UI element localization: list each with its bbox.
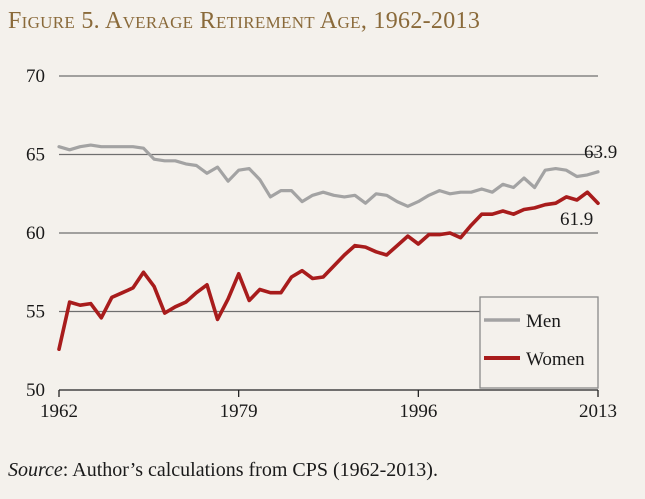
- y-tick-label-50: 50: [26, 380, 45, 401]
- y-tick-label-60: 60: [26, 223, 45, 244]
- chart-title: Figure 5. Average Retirement Age, 1962-2…: [8, 8, 481, 34]
- legend-box: [479, 296, 599, 389]
- x-tick-label-1979: 1979: [220, 401, 258, 422]
- y-tick-label-55: 55: [26, 302, 45, 323]
- legend-label-men: Men: [526, 311, 561, 332]
- series-lines: [57, 143, 600, 352]
- y-tick-label-70: 70: [26, 66, 45, 87]
- y-tick-label-65: 65: [26, 145, 45, 166]
- legend-label-women: Women: [526, 349, 585, 370]
- series-line-men: [57, 143, 600, 208]
- source-text: : Author’s calculations from CPS (1962-2…: [62, 459, 438, 481]
- x-tick-label-1996: 1996: [399, 401, 437, 422]
- series-line-women: [57, 190, 600, 352]
- x-tick-label-1962: 1962: [40, 401, 78, 422]
- y-axis-tick-labels: 50 55 60 65 70: [26, 66, 45, 401]
- source-label: Source: [8, 459, 63, 481]
- x-tick-label-2013: 2013: [579, 401, 617, 422]
- legend: Men Women: [479, 296, 599, 389]
- source-note: Source: Author’s calculations from CPS (…: [8, 459, 438, 482]
- end-labels: 63.9 61.9: [560, 142, 617, 230]
- end-label-women: 61.9: [560, 209, 593, 230]
- x-axis: 1962 1979 1996 2013: [40, 389, 617, 422]
- end-label-men: 63.9: [584, 142, 617, 163]
